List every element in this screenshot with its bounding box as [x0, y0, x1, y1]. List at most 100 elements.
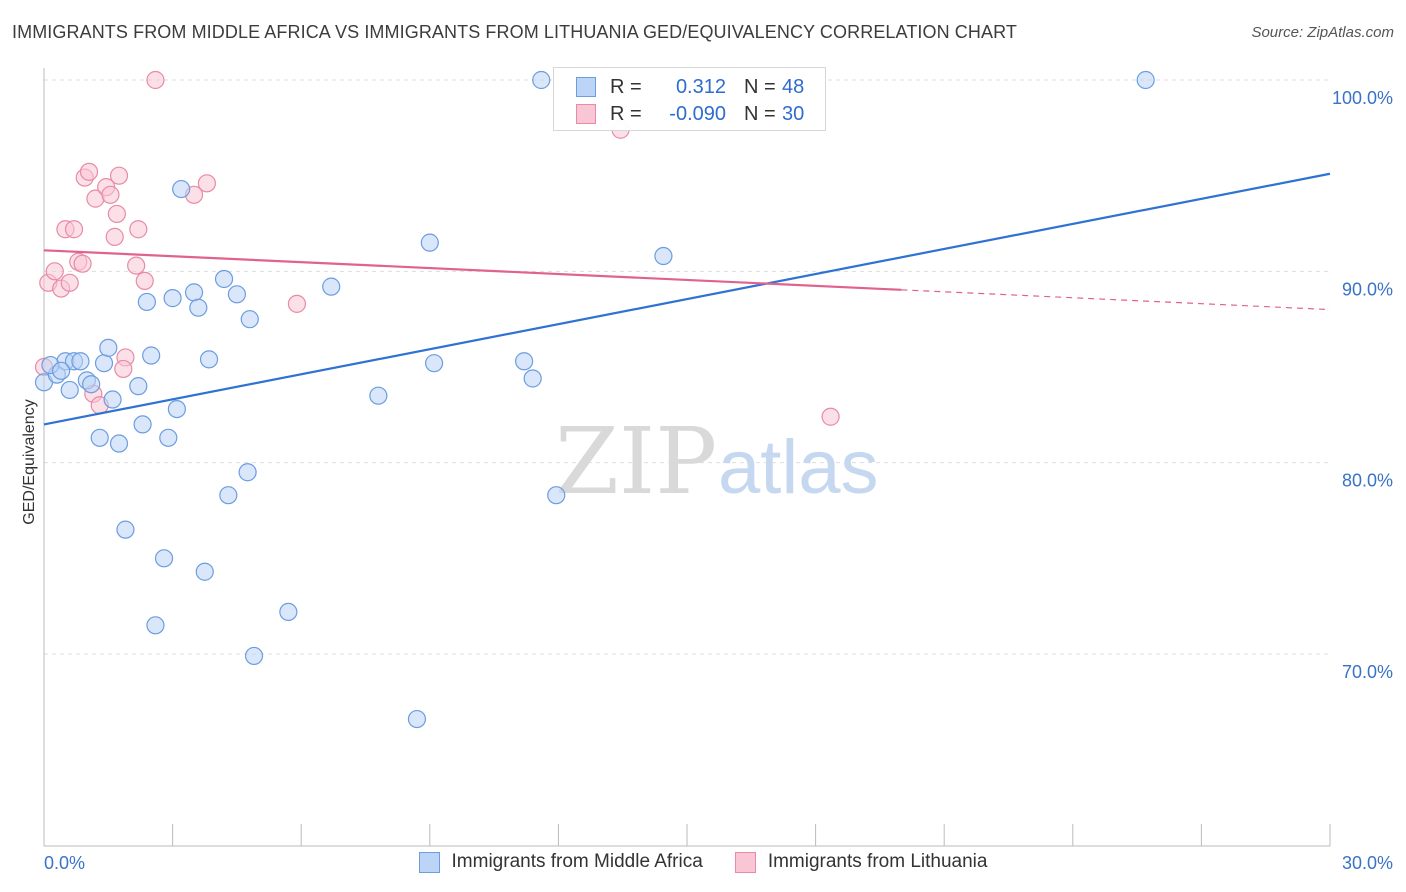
data-point-middle-africa — [407, 709, 427, 729]
data-point-middle-africa — [159, 428, 178, 447]
data-point-middle-africa — [146, 616, 165, 635]
data-point-middle-africa — [199, 350, 219, 369]
data-point-middle-africa — [189, 298, 208, 317]
trend-lines — [43, 172, 1331, 426]
data-point-lithuania — [73, 254, 92, 273]
legend-item-middle-africa: Immigrants from Middle Africa — [418, 851, 703, 873]
data-point-middle-africa — [420, 233, 439, 252]
data-point-middle-africa — [172, 179, 191, 199]
trend-line-lithuania-extension — [901, 289, 1331, 311]
axes — [43, 68, 1331, 847]
data-point-middle-africa — [129, 377, 148, 396]
legend-swatch-pink — [576, 104, 596, 124]
watermark: ZIP atlas — [555, 408, 879, 515]
data-point-middle-africa — [523, 369, 542, 388]
chart-title: IMMIGRANTS FROM MIDDLE AFRICA VS IMMIGRA… — [12, 22, 1017, 42]
data-point-middle-africa — [195, 562, 214, 581]
data-point-middle-africa — [103, 390, 122, 409]
data-point-lithuania — [107, 204, 126, 224]
data-point-middle-africa — [654, 246, 673, 266]
data-point-middle-africa — [547, 486, 566, 505]
y-tick-label: 90.0% — [1342, 279, 1393, 299]
series-legend: Immigrants from Middle Africa Immigrants… — [0, 851, 1406, 873]
data-point-middle-africa — [369, 386, 388, 405]
y-tick-label: 80.0% — [1342, 471, 1393, 491]
watermark-atlas: atlas — [718, 425, 879, 510]
legend-swatch-pink — [734, 851, 756, 873]
data-point-middle-africa — [279, 602, 298, 622]
legend-n-value: 48 — [782, 75, 805, 98]
data-point-lithuania — [79, 162, 99, 181]
legend-swatch-blue — [576, 77, 596, 97]
data-point-middle-africa — [238, 463, 257, 482]
stats-legend: R = 0.312 N = 48 R = -0.090 N = 30 — [553, 67, 826, 131]
legend-r-label: R = — [610, 75, 642, 98]
trend-line-middle-africa — [43, 172, 1331, 426]
data-point-middle-africa — [142, 346, 161, 365]
legend-label-lithuania: Immigrants from Lithuania — [767, 851, 988, 872]
data-point-middle-africa — [52, 361, 71, 380]
data-point-middle-africa — [532, 70, 551, 90]
data-point-middle-africa — [163, 289, 182, 308]
legend-n-label: N = — [744, 75, 776, 98]
data-point-middle-africa — [90, 428, 109, 447]
y-axis-label: GED/Equivalency — [21, 399, 38, 524]
data-point-lithuania — [127, 256, 146, 275]
x-tick-label: 30.0% — [1342, 853, 1393, 873]
data-point-lithuania — [146, 70, 165, 90]
data-point-middle-africa — [71, 352, 90, 371]
data-point-middle-africa — [109, 434, 129, 453]
legend-n-value: 30 — [782, 102, 805, 125]
data-point-middle-africa — [1136, 70, 1155, 90]
legend-row-lithuania: R = -0.090 N = 30 — [576, 101, 804, 127]
data-point-middle-africa — [99, 338, 118, 357]
legend-r-label: R = — [610, 102, 642, 125]
legend-item-lithuania: Immigrants from Lithuania — [734, 851, 988, 873]
data-point-middle-africa — [82, 375, 101, 394]
data-point-middle-africa — [322, 277, 341, 296]
data-point-lithuania — [45, 262, 64, 281]
x-tick-label: 0.0% — [44, 853, 85, 873]
data-point-lithuania — [135, 271, 154, 290]
data-point-lithuania — [105, 227, 124, 246]
data-point-middle-africa — [137, 292, 156, 312]
legend-r-value: 0.312 — [675, 75, 726, 98]
legend-swatch-blue — [418, 851, 440, 873]
data-point-middle-africa — [133, 415, 152, 434]
source-label: Source: ZipAtlas.com — [1251, 24, 1394, 41]
data-point-middle-africa — [167, 399, 186, 419]
data-point-middle-africa — [240, 310, 259, 329]
data-point-middle-africa — [60, 380, 79, 400]
tick-labels: 100.0% 90.0% 80.0% 70.0% 0.0% 30.0% — [44, 88, 1393, 873]
data-point-middle-africa — [94, 354, 114, 373]
data-point-middle-africa — [515, 352, 534, 371]
data-point-lithuania — [64, 220, 84, 239]
data-point-lithuania — [114, 359, 133, 379]
data-point-middle-africa — [184, 283, 204, 302]
legend-n-label: N = — [744, 102, 776, 125]
data-point-middle-africa — [424, 354, 444, 373]
y-tick-label: 100.0% — [1332, 88, 1393, 108]
legend-r-value: -0.090 — [669, 102, 726, 125]
gridlines — [44, 79, 1330, 655]
data-point-lithuania — [129, 220, 148, 239]
data-point-lithuania — [101, 185, 120, 204]
data-point-middle-africa — [116, 520, 135, 539]
data-point-middle-africa — [227, 285, 246, 304]
legend-row-middle-africa: R = 0.312 N = 48 — [576, 74, 804, 100]
legend-label-middle-africa: Immigrants from Middle Africa — [451, 851, 703, 872]
series-middle-africa-points — [34, 70, 1155, 729]
data-point-lithuania — [197, 174, 216, 193]
data-point-lithuania — [60, 273, 79, 292]
trend-line-lithuania — [43, 249, 902, 291]
data-point-lithuania — [109, 166, 129, 185]
data-point-lithuania — [821, 407, 840, 426]
y-tick-label: 70.0% — [1342, 662, 1393, 682]
data-point-lithuania — [287, 294, 307, 313]
data-point-middle-africa — [214, 269, 234, 289]
data-point-middle-africa — [154, 549, 174, 568]
data-point-middle-africa — [219, 486, 238, 505]
watermark-zip: ZIP — [555, 408, 717, 515]
data-point-middle-africa — [244, 646, 264, 666]
